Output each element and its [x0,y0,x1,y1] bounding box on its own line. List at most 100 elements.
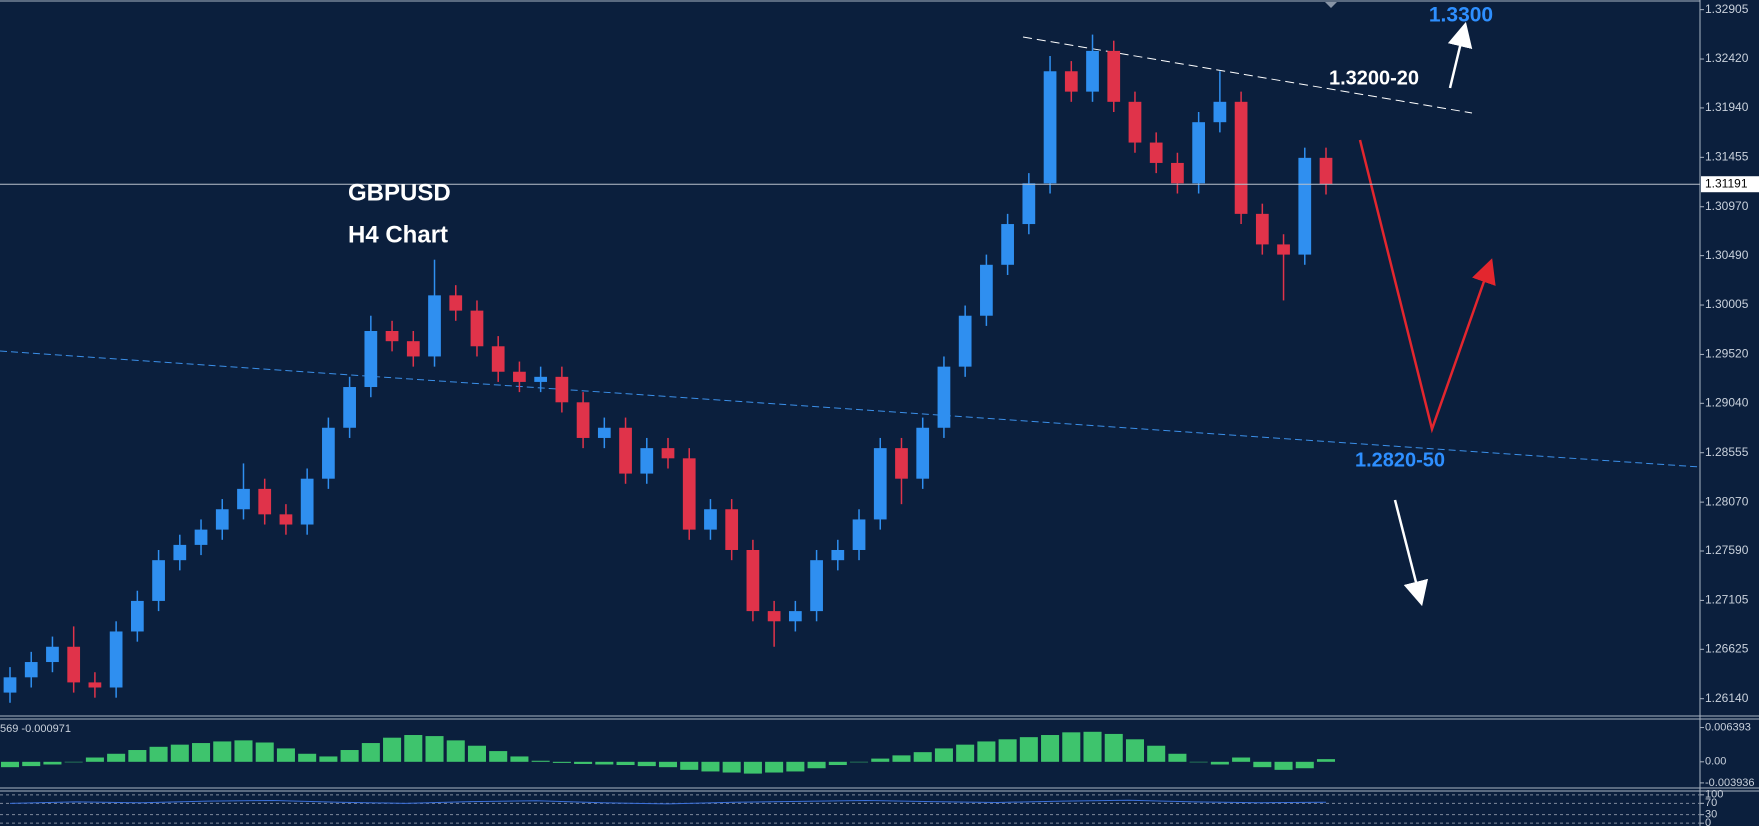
candle-body [788,611,802,622]
histogram-bar [637,761,656,767]
candle-body [491,346,505,372]
histogram-bar [616,761,635,766]
candle-body [130,600,144,632]
histogram-bar [956,744,975,762]
histogram-bar [1189,761,1208,763]
candle-body [173,544,187,561]
candle-body [1064,71,1078,92]
y-tick-label: 1.27590 [1705,543,1749,557]
y-tick-label: 1.30005 [1705,297,1749,311]
candle-body [237,488,250,510]
indicator-line [9,799,1327,805]
histogram-bar [467,745,486,762]
histogram-bar [1083,731,1102,762]
candle-body [215,509,229,530]
y-tick-label: 0.00 [1705,756,1726,768]
candle-body [1107,50,1121,102]
candle-body [534,376,548,382]
candle-body [873,448,887,520]
histogram-bar [1147,745,1166,762]
y-tick-label: 1.30970 [1705,199,1749,213]
y-tick-label: 1.28070 [1705,494,1749,508]
y-tick-label: 100 [1705,789,1723,801]
candle-body [1043,71,1057,184]
histogram-bar [1316,759,1336,762]
histogram-bar [64,761,83,763]
candle-body [1234,101,1248,214]
current-price-box [1701,176,1759,193]
candle-body [406,341,420,357]
candle-body [449,295,463,311]
candle-body [937,366,951,428]
histogram-bar [43,761,62,765]
histogram-bar [871,758,890,762]
y-tick-label: 1.32905 [1705,2,1749,16]
candle-body [746,549,760,612]
histogram-bar [85,757,104,762]
candle-body [470,310,484,347]
histogram-bar [1232,757,1251,762]
histogram-bar [255,742,274,762]
histogram-bar [552,761,571,763]
candle-body [1086,50,1099,92]
candle-body [258,488,272,515]
histogram-bar [1253,761,1272,768]
timeframe-label: H4 Chart [348,221,448,248]
candle-body [555,376,569,403]
candle-body [916,427,930,479]
candle-body [385,330,399,342]
candle-body [322,427,335,479]
y-tick-label: 0 [1705,817,1711,826]
histogram-bar [1168,753,1187,762]
histogram-bar [850,761,869,763]
y-tick-label: 1.32420 [1705,51,1749,65]
histogram-bar [383,737,402,762]
histogram-bar [531,760,550,762]
down-arrow [1393,499,1429,607]
y-tick-label: 1.29520 [1705,347,1749,361]
histogram-bar [128,750,147,762]
histogram-bar [107,753,126,762]
candle-body [300,478,314,525]
candle-body [67,646,81,683]
histogram-bar [425,736,444,762]
histogram-bar [170,744,189,762]
candle-body [88,682,102,688]
histogram-bar [701,761,720,772]
histogram-bar [574,761,593,764]
candle-body [831,549,845,561]
candle-body [194,529,208,545]
candle-body [46,646,59,663]
candle-body [767,611,781,622]
candle-body [980,264,993,316]
histogram-bar [22,761,41,767]
candle-body [1213,101,1227,123]
candle-body [1298,157,1312,255]
candle-body [152,560,165,601]
histogram-bar [722,761,741,773]
y-tick-label: 1.31940 [1705,100,1749,114]
projection-arrow [1358,139,1496,434]
y-tick-label: 30 [1705,809,1717,821]
histogram-bar [1104,733,1123,762]
candle-body [640,448,654,474]
resistance-label: 1.3200-20 [1329,67,1419,89]
candle-body [682,458,696,530]
histogram-bar [319,756,338,762]
histogram-bar [786,761,805,772]
y-tick-label: 1.28555 [1705,445,1749,459]
scroll-marker [1325,2,1337,8]
candle-body [810,560,823,612]
candle-body [619,427,632,474]
resistance-trendline [1022,36,1473,114]
symbol-label: GBPUSD [348,179,451,206]
y-tick-label: 1.26625 [1705,641,1749,655]
histogram-bar [595,761,614,765]
support-label: 1.2820-50 [1355,449,1445,471]
candle-body [343,387,356,428]
histogram-bar [340,750,359,762]
candle-body [279,514,293,525]
histogram-bar [807,761,826,769]
